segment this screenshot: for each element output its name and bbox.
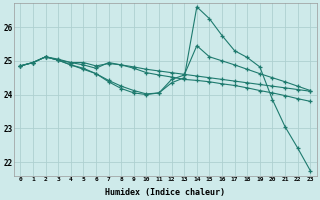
X-axis label: Humidex (Indice chaleur): Humidex (Indice chaleur) bbox=[105, 188, 225, 197]
